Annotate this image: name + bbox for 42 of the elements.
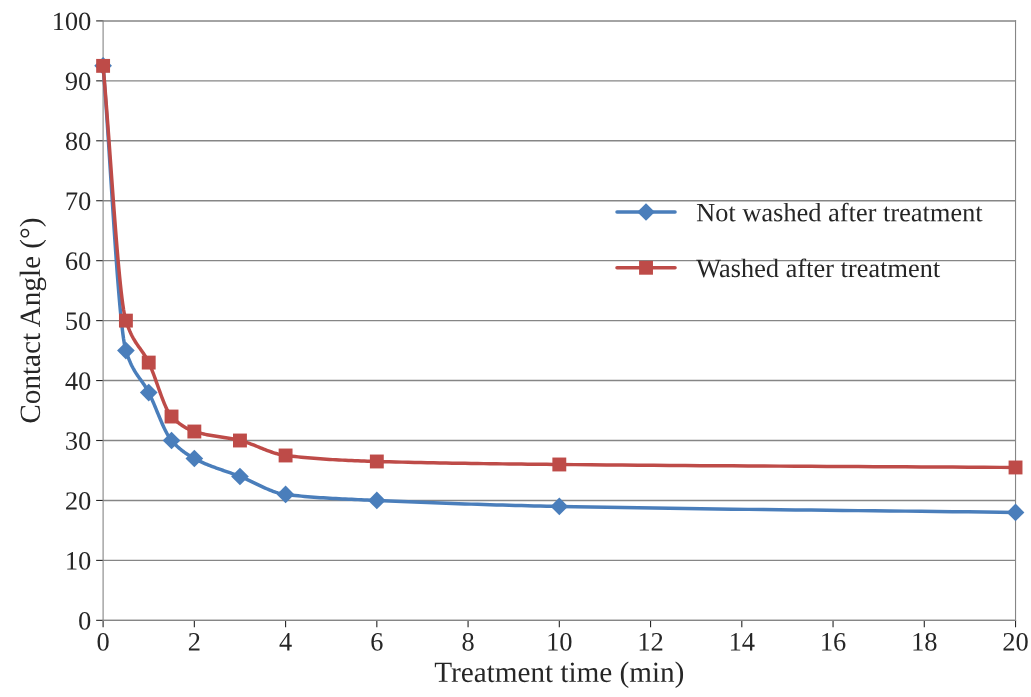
y-tick-label: 90 [65, 72, 91, 91]
y-tick-label: 70 [66, 192, 91, 211]
y-tick-label: 20 [66, 492, 91, 510]
point [1006, 503, 1025, 522]
x-tick-label: 6 [371, 632, 383, 651]
x-tick-label: 2 [188, 632, 200, 651]
point [278, 448, 293, 463]
x-tick-label: 0 [97, 632, 109, 651]
point [162, 431, 181, 450]
point [117, 341, 135, 360]
point [369, 454, 384, 469]
point [276, 485, 295, 504]
point [552, 457, 567, 472]
x-tick-label: 12 [639, 632, 663, 651]
x-tick-label: 8 [462, 632, 474, 651]
point [141, 355, 156, 370]
y-tick-label: 40 [65, 372, 91, 390]
point [187, 424, 202, 439]
point [118, 313, 133, 328]
x-tick-label: 14 [730, 633, 755, 651]
y-tick-label: 80 [65, 132, 91, 151]
x-axis-title: Treatment time (min) [434, 661, 684, 689]
x-tick-label: 20 [1003, 632, 1028, 651]
x-tick-label: 10 [548, 632, 572, 651]
y-tick-label: 30 [66, 432, 91, 450]
x-tick-label: 16 [822, 632, 846, 651]
point [367, 491, 386, 510]
y-tick-label: 10 [67, 552, 91, 570]
legend-label: Not washed after treatment [696, 202, 983, 222]
point [185, 449, 204, 468]
y-axis-title: Contact Angle (°) [19, 218, 47, 423]
x-tick-label: 4 [279, 633, 292, 651]
point [233, 433, 247, 448]
x-tick-label: 18 [913, 632, 937, 651]
legend-label: Washed after treatment [696, 258, 941, 278]
point [550, 497, 569, 516]
point [139, 383, 158, 402]
y-tick-label: 0 [79, 611, 91, 630]
point [231, 467, 249, 486]
y-tick-label: 100 [54, 12, 91, 31]
y-tick-label: 60 [66, 252, 91, 271]
y-tick-label: 50 [66, 312, 91, 331]
